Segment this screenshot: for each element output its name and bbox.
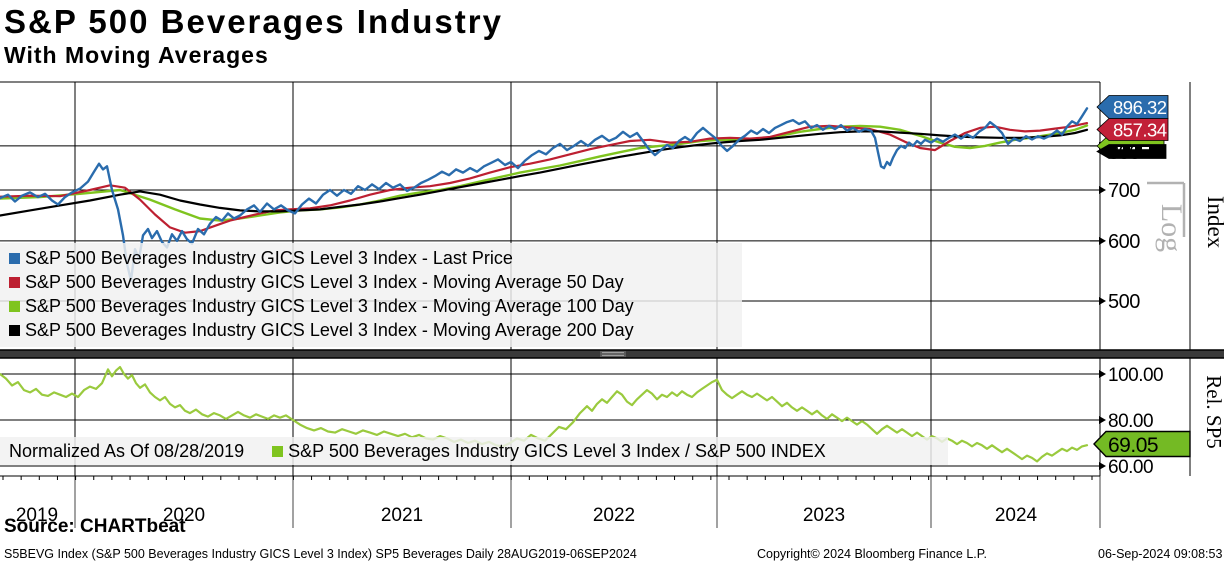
svg-text:2021: 2021 <box>381 505 423 526</box>
svg-text:2024: 2024 <box>995 505 1038 526</box>
svg-text:2020: 2020 <box>163 505 205 526</box>
chart-header: S&P 500 Beverages Industry With Moving A… <box>4 2 503 68</box>
rotated-axis-titles: Index Rel. SP5 Log <box>1147 181 1224 449</box>
svg-text:700: 700 <box>1108 180 1140 202</box>
svg-text:2023: 2023 <box>803 505 845 526</box>
svg-text:100.00: 100.00 <box>1108 365 1163 386</box>
legend-row-ma50: S&P 500 Beverages Industry GICS Level 3 … <box>9 270 742 294</box>
log-label: Log <box>1155 204 1188 252</box>
ratio-value-tag: 69.05 <box>1093 430 1191 458</box>
svg-text:600: 600 <box>1108 231 1140 253</box>
ratio-swatch-icon <box>272 445 284 457</box>
legend-label: S&P 500 Beverages Industry GICS Level 3 … <box>25 271 624 292</box>
page-subtitle: With Moving Averages <box>4 42 269 68</box>
y-tick-800: 800 <box>1108 142 1140 164</box>
footer-timestamp: 06-Sep-2024 09:08:53 <box>1098 547 1223 561</box>
normalized-note: Normalized As Of 08/28/2019 <box>9 440 245 461</box>
legend-row-ma200: S&P 500 Beverages Industry GICS Level 3 … <box>9 318 742 342</box>
lower-legend: Normalized As Of 08/28/2019 S&P 500 Beve… <box>0 437 948 465</box>
footer: S5BEVG Index (S&P 500 Beverages Industry… <box>0 545 1224 566</box>
rel-sp5-axis-title: Rel. SP5 <box>1202 375 1224 449</box>
series-ma100 <box>0 124 1089 222</box>
last-price-swatch-icon <box>9 252 20 264</box>
series-ma200 <box>0 128 1089 217</box>
svg-text:80.00: 80.00 <box>1108 411 1153 432</box>
svg-text:2019: 2019 <box>16 505 58 526</box>
source-line: Source: CHARTbeat <box>4 516 186 537</box>
main-legend: S&P 500 Beverages Industry GICS Level 3 … <box>0 243 742 347</box>
svg-text:857.34: 857.34 <box>1113 120 1167 141</box>
index-axis-title: Index <box>1203 196 1224 249</box>
series-last-price <box>0 107 1089 282</box>
svg-text:60.00: 60.00 <box>1108 457 1153 478</box>
svg-text:896.32: 896.32 <box>1113 97 1167 118</box>
legend-row-ma100: S&P 500 Beverages Industry GICS Level 3 … <box>9 294 742 318</box>
legend-label: S&P 500 Beverages Industry GICS Level 3 … <box>25 247 513 268</box>
ma50-swatch-icon <box>9 276 20 288</box>
pane-resize-handle[interactable] <box>600 351 626 357</box>
svg-text:2022: 2022 <box>593 505 635 526</box>
footer-ticker-info: S5BEVG Index (S&P 500 Beverages Industry… <box>4 547 637 561</box>
legend-label: S&P 500 Beverages Industry GICS Level 3 … <box>25 295 634 316</box>
svg-text:500: 500 <box>1108 291 1140 313</box>
page-title: S&P 500 Beverages Industry <box>4 3 503 40</box>
footer-copyright: Copyright© 2024 Bloomberg Finance L.P. <box>757 547 987 561</box>
legend-row-last-price: S&P 500 Beverages Industry GICS Level 3 … <box>9 246 742 270</box>
log-scale-toggle[interactable]: Log <box>1147 181 1188 252</box>
ma100-swatch-icon <box>9 300 20 312</box>
legend-label: S&P 500 Beverages Industry GICS Level 3 … <box>288 440 826 461</box>
pane-separator <box>0 349 1224 359</box>
right-axis-labels: 700 600 500 100.00 80.00 60.00 <box>1090 141 1164 478</box>
ma200-swatch-icon <box>9 324 20 336</box>
legend-label: S&P 500 Beverages Industry GICS Level 3 … <box>25 319 634 340</box>
svg-text:69.05: 69.05 <box>1108 434 1158 457</box>
x-axis-years: 2019 2020 2021 2022 2023 2024 <box>16 505 1038 526</box>
